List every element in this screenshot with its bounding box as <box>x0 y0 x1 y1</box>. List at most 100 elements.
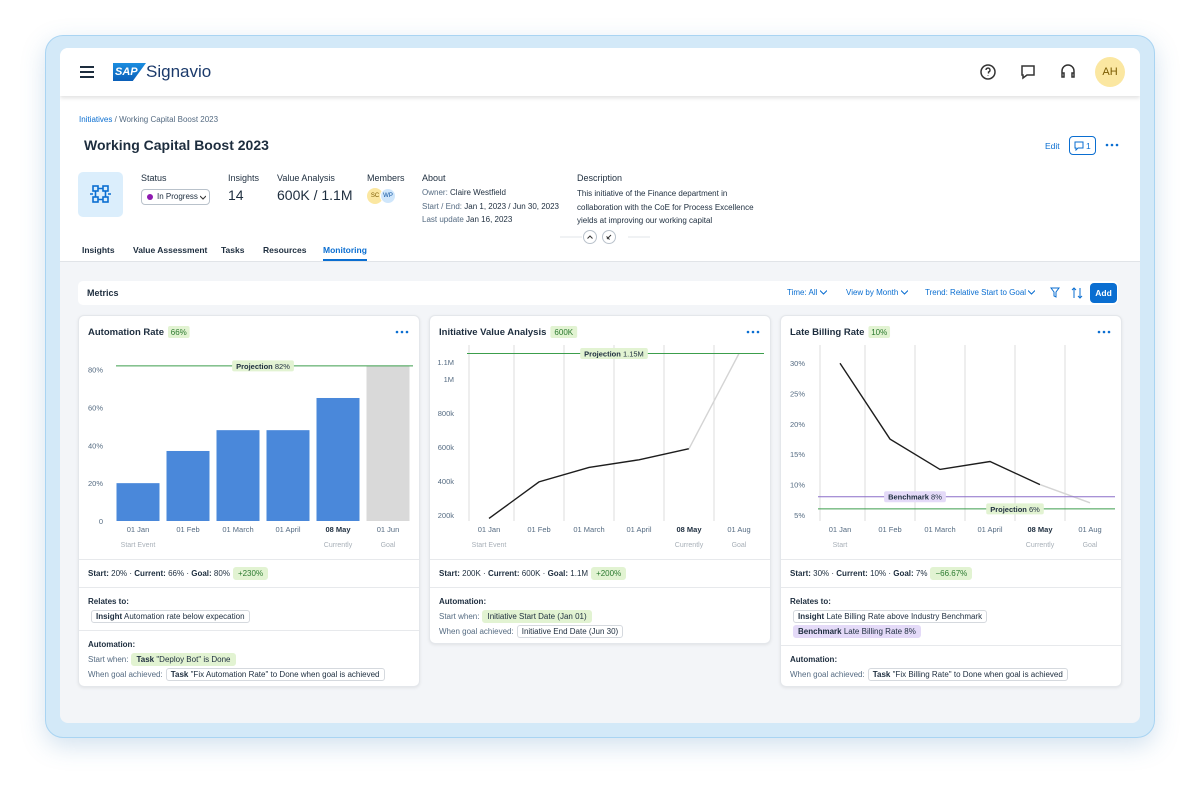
summary-key: Goal: <box>547 569 569 578</box>
x-tick-label: 01 Jan <box>829 525 852 534</box>
collapse-controls[interactable] <box>560 229 650 245</box>
toolbar-icons[interactable] <box>1050 287 1084 299</box>
section-label: Automation: <box>790 655 838 664</box>
x-tick-label: 08 May <box>676 525 702 534</box>
about-value: Jan 16, 2023 <box>466 215 513 224</box>
y-tick-label: 20% <box>88 479 103 488</box>
filter[interactable]: Time: All <box>787 288 827 297</box>
y-tick-label: 5% <box>794 511 805 520</box>
y-tick-label: 20% <box>790 420 805 429</box>
chip-text: "Fix Billing Rate" to Done when goal is … <box>892 670 1063 679</box>
filter[interactable]: Trend: Relative Start to Goal <box>925 288 1036 297</box>
more-dot <box>756 330 760 334</box>
badge-bg <box>550 326 578 338</box>
separator: · <box>888 569 891 578</box>
section-label: Automation: <box>439 597 487 606</box>
chip[interactable]: Task "Fix Billing Rate" to Done when goa… <box>867 668 1068 681</box>
bar <box>166 450 210 521</box>
x-sublabel: Start <box>833 542 848 549</box>
edit-button[interactable]: Edit <box>1045 141 1060 151</box>
chip[interactable]: Task "Deploy Bot" is Done <box>131 653 236 666</box>
y-tick-label: 60% <box>88 403 103 412</box>
reference-value: 6% <box>1029 505 1040 514</box>
tab[interactable]: Monitoring <box>323 245 367 255</box>
separator: · <box>831 569 835 578</box>
summary-value: 30% <box>813 569 830 578</box>
chip[interactable]: Benchmark Late Billing Rate 8% <box>793 625 921 638</box>
tab[interactable]: Insights <box>82 245 115 255</box>
separator: · <box>129 569 133 578</box>
automation-row: When goal achieved: Task "Fix Billing Rat… <box>790 667 1112 682</box>
y-tick-label: 15% <box>790 450 805 459</box>
more-dot <box>746 330 750 334</box>
summary-value: 10% <box>870 569 887 578</box>
reference-value: 82% <box>275 362 290 371</box>
more-dot <box>1097 330 1101 334</box>
more-dot <box>395 330 399 334</box>
tab[interactable]: Value Assessment <box>133 245 208 255</box>
x-tick-label: 01 Aug <box>1078 525 1101 534</box>
chart: Late Billing Rate 10% 5% 10% 15% 20% 25% 30% 01 … <box>790 326 1115 549</box>
section-label: Relates to: <box>790 597 831 606</box>
chip[interactable]: Task "Fix Automation Rate" to Done when … <box>165 668 385 681</box>
relates-row: Benchmark Late Billing Rate 8% <box>790 624 1112 639</box>
more-dot <box>405 330 409 334</box>
x-tick-label: 01 Feb <box>878 525 901 534</box>
filter-label: View by Month <box>846 288 899 297</box>
about-key: Owner: <box>422 188 448 197</box>
y-tick-label: 0 <box>99 517 103 526</box>
automation-key: Start when: <box>88 655 129 664</box>
relates-row: Insight Automation rate below expecation <box>88 609 410 624</box>
change-badge: +200% <box>591 567 627 580</box>
filter[interactable]: View by Month <box>846 288 908 297</box>
chip[interactable]: Initiative Start Date (Jan 01) <box>482 610 592 623</box>
chart-title: Late Billing Rate <box>790 327 864 338</box>
bar <box>116 483 160 521</box>
reference-name: Benchmark <box>888 493 930 502</box>
avatar[interactable]: AH <box>1095 57 1125 87</box>
automation: Automation: Start when: Task "Deploy Bot" … <box>79 630 419 686</box>
chip-text: Initiative Start Date (Jan 01) <box>487 612 587 621</box>
chart-title: Initiative Value Analysis <box>439 327 546 338</box>
initiative-icon <box>78 172 123 217</box>
automation: Automation: Start when: Initiative Start D… <box>430 587 770 643</box>
x-tick-label: 08 May <box>325 525 351 534</box>
metric-card: Automation Rate 66% 0 20% 40% 60% 80% 01 Jan Sta… <box>78 315 420 687</box>
y-tick-label: 1M <box>444 375 454 384</box>
chip-text: "Deploy Bot" is Done <box>156 655 231 664</box>
automation-row: When goal achieved: Task "Fix Automation … <box>88 667 410 682</box>
chart: Automation Rate 66% 0 20% 40% 60% 80% 01 Jan Sta… <box>88 326 413 549</box>
chip[interactable]: Initiative End Date (Jun 30) <box>516 625 624 638</box>
summary-key: Current: <box>836 569 868 578</box>
chip-kind: Insight <box>798 612 825 621</box>
relates-row: Insight Late Billing Rate above Industry… <box>790 609 1112 624</box>
badge-bg <box>868 326 891 338</box>
brand: Signavio <box>146 62 212 81</box>
automation: Automation: When goal achieved: Task "Fix … <box>781 645 1121 686</box>
more-icon[interactable] <box>1105 143 1119 147</box>
tab[interactable]: Resources <box>263 245 307 255</box>
about-label: About <box>422 173 446 183</box>
add-button[interactable]: Add <box>1090 283 1117 303</box>
summary-value: 7% <box>915 569 928 578</box>
x-tick-label: 01 April <box>626 525 651 534</box>
chip-kind: Task <box>872 670 891 679</box>
chip[interactable]: Insight Automation rate below expecation <box>91 610 250 623</box>
x-tick-label: 01 March <box>573 525 604 534</box>
bar <box>216 430 260 521</box>
tab[interactable]: Tasks <box>221 245 245 255</box>
breadcrumb-current: Working Capital Boost 2023 <box>119 115 219 124</box>
reference-name: Projection <box>584 350 621 359</box>
shell-icons[interactable] <box>978 62 1078 82</box>
menu-icon[interactable] <box>78 64 96 80</box>
breadcrumb-link[interactable]: Initiatives <box>79 115 113 124</box>
comments-button[interactable]: 1 <box>1069 136 1096 155</box>
summary-key: Goal: <box>191 569 212 578</box>
reference-label-text: Projection 82% <box>236 362 290 371</box>
filter-label: Trend: Relative Start to Goal <box>925 288 1027 297</box>
status-select[interactable]: In Progress <box>141 189 210 205</box>
about-key: Last update <box>422 215 464 224</box>
chip-kind: Task <box>170 670 189 679</box>
chip[interactable]: Insight Late Billing Rate above Industry… <box>793 610 988 623</box>
line <box>839 362 1041 486</box>
